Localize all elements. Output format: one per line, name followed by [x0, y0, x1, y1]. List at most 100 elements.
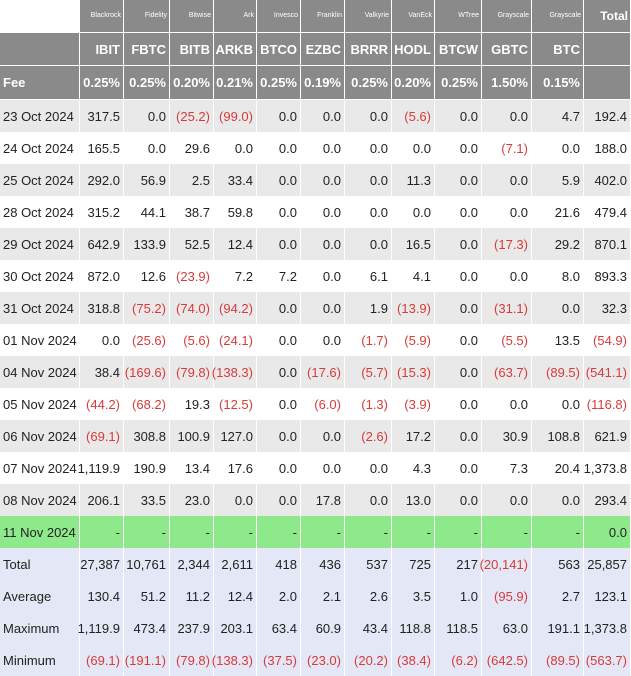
- table-row: 23 Oct 2024 317.5 0.0 (25.2) (99.0) 0.0 0.0 0.0…: [0, 100, 631, 132]
- summary-cell: (20.2): [345, 644, 392, 676]
- flow-cell: 6.1: [345, 260, 392, 292]
- date-cell: 25 Oct 2024: [0, 164, 80, 196]
- flow-cell: (79.8): [170, 356, 214, 388]
- flow-cell: 0.0: [257, 484, 301, 516]
- flow-cell: 0.0: [435, 452, 482, 484]
- flow-cell: (1.3): [345, 388, 392, 420]
- ticker-header-cell: ARKB: [214, 33, 257, 66]
- summary-cell: 2,344: [170, 548, 214, 580]
- flow-cell: (5.9): [392, 324, 435, 356]
- fee-label: Fee: [0, 66, 80, 100]
- flow-cell: (54.9): [584, 324, 631, 356]
- summary-cell: (37.5): [257, 644, 301, 676]
- fee-cell: 0.25%: [345, 66, 392, 100]
- issuer-header-cell: Grayscale: [532, 0, 584, 33]
- flow-cell: 0.0: [345, 484, 392, 516]
- flow-cell: 0.0: [482, 164, 532, 196]
- ticker-header-cell: HODL: [392, 33, 435, 66]
- table-row: 30 Oct 2024 872.0 12.6 (23.9) 7.2 7.2 0.0 6.1 4.…: [0, 260, 631, 292]
- flow-cell: (3.9): [392, 388, 435, 420]
- issuer-header-cell: Bitwise: [170, 0, 214, 33]
- flow-cell: 318.8: [80, 292, 124, 324]
- flow-cell: 0.0: [257, 132, 301, 164]
- issuer-header-cell: [0, 0, 80, 33]
- flow-cell: -: [257, 516, 301, 548]
- flow-cell: 0.0: [532, 132, 584, 164]
- fee-cell: 0.20%: [392, 66, 435, 100]
- flow-cell: 0.0: [257, 164, 301, 196]
- table-row: 08 Nov 2024 206.1 33.5 23.0 0.0 0.0 17.8 0.0 13.…: [0, 484, 631, 516]
- issuer-header-cell: Fidelity: [124, 0, 170, 33]
- flow-cell: 33.5: [124, 484, 170, 516]
- table-row: 29 Oct 2024 642.9 133.9 52.5 12.4 0.0 0.0 0.0 16…: [0, 228, 631, 260]
- issuer-header-cell: VanEck: [392, 0, 435, 33]
- flow-cell: -: [482, 516, 532, 548]
- fee-cell: 0.25%: [257, 66, 301, 100]
- table-row: 25 Oct 2024 292.0 56.9 2.5 33.4 0.0 0.0 0.0 11.3…: [0, 164, 631, 196]
- flow-cell: 33.4: [214, 164, 257, 196]
- flow-cell: 13.4: [170, 452, 214, 484]
- flow-cell: 0.0: [301, 452, 345, 484]
- flow-cell: 0.0: [80, 324, 124, 356]
- date-cell: 08 Nov 2024: [0, 484, 80, 516]
- flow-cell: 0.0: [124, 132, 170, 164]
- date-cell: 04 Nov 2024: [0, 356, 80, 388]
- date-cell: 31 Oct 2024: [0, 292, 80, 324]
- flow-cell: 292.0: [80, 164, 124, 196]
- flow-cell: 13.0: [392, 484, 435, 516]
- summary-cell: 27,387: [80, 548, 124, 580]
- flow-cell: -: [392, 516, 435, 548]
- flow-cell: (94.2): [214, 292, 257, 324]
- fee-cell: 0.20%: [170, 66, 214, 100]
- summary-cell: 10,761: [124, 548, 170, 580]
- flow-cell: 12.6: [124, 260, 170, 292]
- fee-cell: [584, 66, 631, 100]
- flow-cell: 20.4: [532, 452, 584, 484]
- flow-cell: 0.0: [435, 356, 482, 388]
- summary-cell: (138.3): [212, 644, 257, 676]
- flow-cell: (24.1): [214, 324, 257, 356]
- flow-cell: (75.2): [124, 292, 170, 324]
- flow-cell: 0.0: [435, 484, 482, 516]
- issuer-header-cell: Grayscale: [482, 0, 532, 33]
- summary-cell: 203.1: [214, 612, 257, 644]
- ticker-header-cell: EZBC: [301, 33, 345, 66]
- flow-cell: 17.8: [301, 484, 345, 516]
- summary-cell: 418: [257, 548, 301, 580]
- table-row: 04 Nov 2024 38.4 (169.6) (79.8) (138.3) 0.0 (1…: [0, 356, 631, 388]
- total-column-header: Total: [584, 0, 631, 33]
- summary-cell: 123.1: [584, 580, 631, 612]
- flow-cell: -: [301, 516, 345, 548]
- table-row: 28 Oct 2024 315.2 44.1 38.7 59.8 0.0 0.0 0.0 0.0…: [0, 196, 631, 228]
- flow-cell: 100.9: [170, 420, 214, 452]
- summary-cell: 237.9: [170, 612, 214, 644]
- date-cell: 05 Nov 2024: [0, 388, 80, 420]
- fee-cell: 0.15%: [532, 66, 584, 100]
- flow-cell: 0.0: [257, 228, 301, 260]
- flow-cell: (25.2): [170, 100, 214, 132]
- flow-cell: 1,119.9: [78, 452, 124, 484]
- flow-cell: 2.5: [170, 164, 214, 196]
- flow-cell: 0.0: [435, 420, 482, 452]
- flow-cell: 0.0: [124, 100, 170, 132]
- flow-cell: (6.0): [301, 388, 345, 420]
- flow-cell: 0.0: [482, 100, 532, 132]
- flow-cell: 0.0: [392, 132, 435, 164]
- flow-cell: -: [532, 516, 584, 548]
- flow-cell: (68.2): [124, 388, 170, 420]
- summary-cell: 436: [301, 548, 345, 580]
- date-cell: 11 Nov 2024: [0, 516, 80, 548]
- flow-cell: -: [345, 516, 392, 548]
- flow-cell: 0.0: [482, 388, 532, 420]
- fee-cell: 0.21%: [214, 66, 257, 100]
- ticker-header-cell: [584, 33, 631, 66]
- flow-cell: 479.4: [584, 196, 631, 228]
- flow-cell: 0.0: [345, 228, 392, 260]
- summary-cell: (563.7): [584, 644, 631, 676]
- flow-cell: (44.2): [80, 388, 124, 420]
- summary-cell: 60.9: [301, 612, 345, 644]
- flow-cell: (69.1): [80, 420, 124, 452]
- ticker-header-cell: BTCO: [257, 33, 301, 66]
- flow-cell: 127.0: [214, 420, 257, 452]
- flow-cell: (17.3): [482, 228, 532, 260]
